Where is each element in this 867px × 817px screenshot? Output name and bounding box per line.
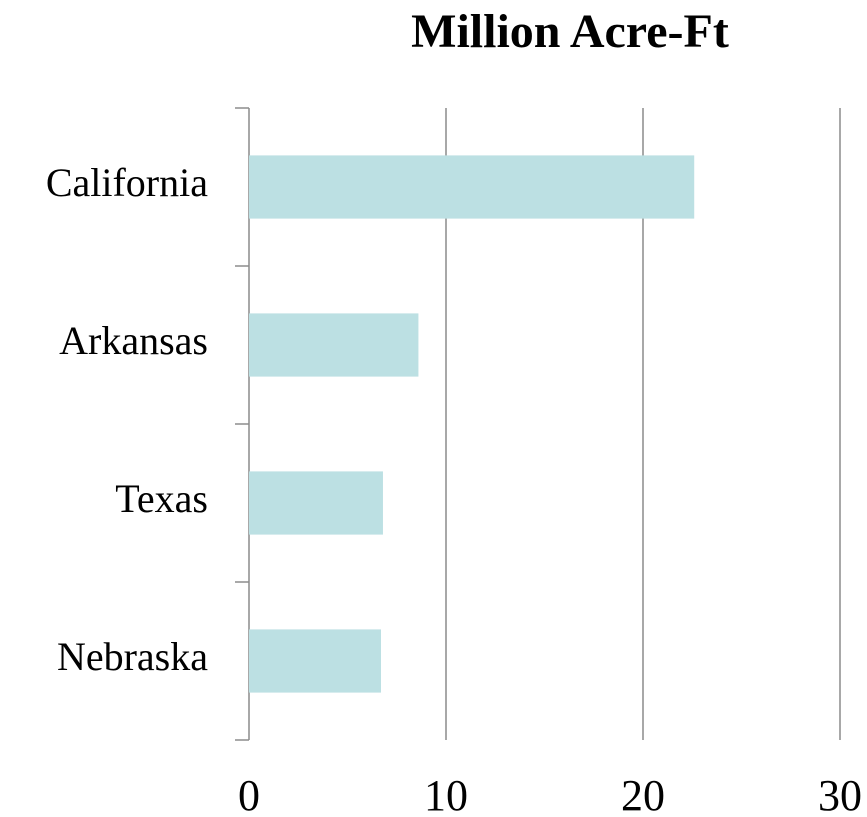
x-tick-label: 30 (818, 771, 862, 817)
x-tick-label: 0 (238, 771, 260, 817)
bar (249, 629, 381, 693)
bar (249, 313, 419, 377)
bar (249, 155, 695, 219)
y-tick-label: California (46, 160, 208, 205)
y-tick-label: Texas (115, 476, 208, 521)
y-tick-label: Arkansas (59, 318, 208, 363)
x-tick-label: 10 (424, 771, 468, 817)
x-tick-label: 20 (621, 771, 665, 817)
y-tick-label: Nebraska (57, 634, 208, 679)
chart-title: Million Acre-Ft (411, 5, 729, 58)
bar (249, 471, 383, 535)
